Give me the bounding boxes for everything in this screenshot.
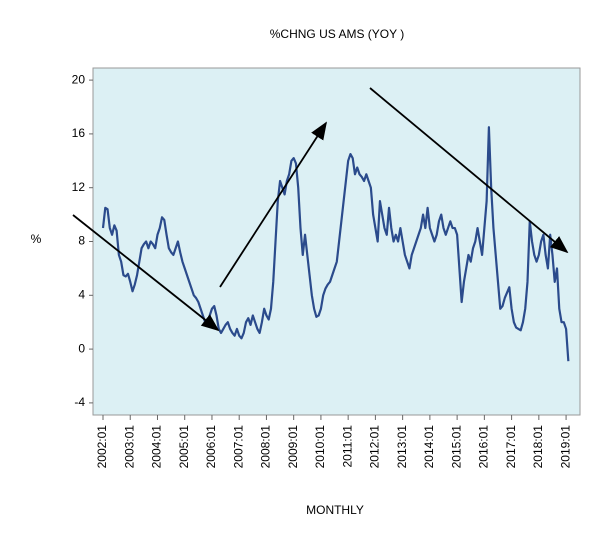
x-tick-label: 2007:01 xyxy=(231,425,245,469)
x-tick-label: 2006:01 xyxy=(204,425,218,469)
y-tick-label: 12 xyxy=(72,180,86,194)
y-tick-label: 20 xyxy=(72,72,86,86)
chart-title: %CHNG US AMS (YOY ) xyxy=(270,27,404,41)
x-tick-label: 2010:01 xyxy=(313,425,327,469)
x-tick-label: 2015:01 xyxy=(449,425,463,469)
x-tick-label: 2014:01 xyxy=(422,425,436,469)
arrow xyxy=(219,121,327,288)
y-tick-label: 0 xyxy=(78,341,85,355)
series-line xyxy=(101,126,570,362)
arrow xyxy=(72,214,220,332)
x-tick-label: 2018:01 xyxy=(531,425,545,469)
x-tick-label: 2011:01 xyxy=(340,425,354,468)
x-tick-label: 2008:01 xyxy=(259,425,273,469)
x-tick-label: 2002:01 xyxy=(95,425,109,469)
x-tick-label: 2019:01 xyxy=(558,425,572,469)
x-tick-label: 2017:01 xyxy=(504,425,518,469)
y-tick-label: -4 xyxy=(74,395,85,409)
arrow xyxy=(369,87,569,254)
y-tick-label: 4 xyxy=(78,287,85,301)
plot-area xyxy=(92,67,581,416)
x-tick-label: 2005:01 xyxy=(177,425,191,469)
x-tick-label: 2013:01 xyxy=(395,425,409,469)
trend-arrows xyxy=(72,87,569,332)
x-tick-label: 2012:01 xyxy=(368,425,382,469)
y-axis-label: % xyxy=(31,232,42,246)
y-tick-label: 8 xyxy=(78,234,85,248)
marks xyxy=(101,126,570,362)
x-tick-label: 2016:01 xyxy=(477,425,491,469)
x-axis-label: MONTHLY xyxy=(306,503,364,517)
x-tick-label: 2003:01 xyxy=(122,425,136,469)
x-tick-label: 2009:01 xyxy=(286,425,300,469)
x-tick-label: 2004:01 xyxy=(150,425,164,469)
y-tick-label: 16 xyxy=(72,126,86,140)
